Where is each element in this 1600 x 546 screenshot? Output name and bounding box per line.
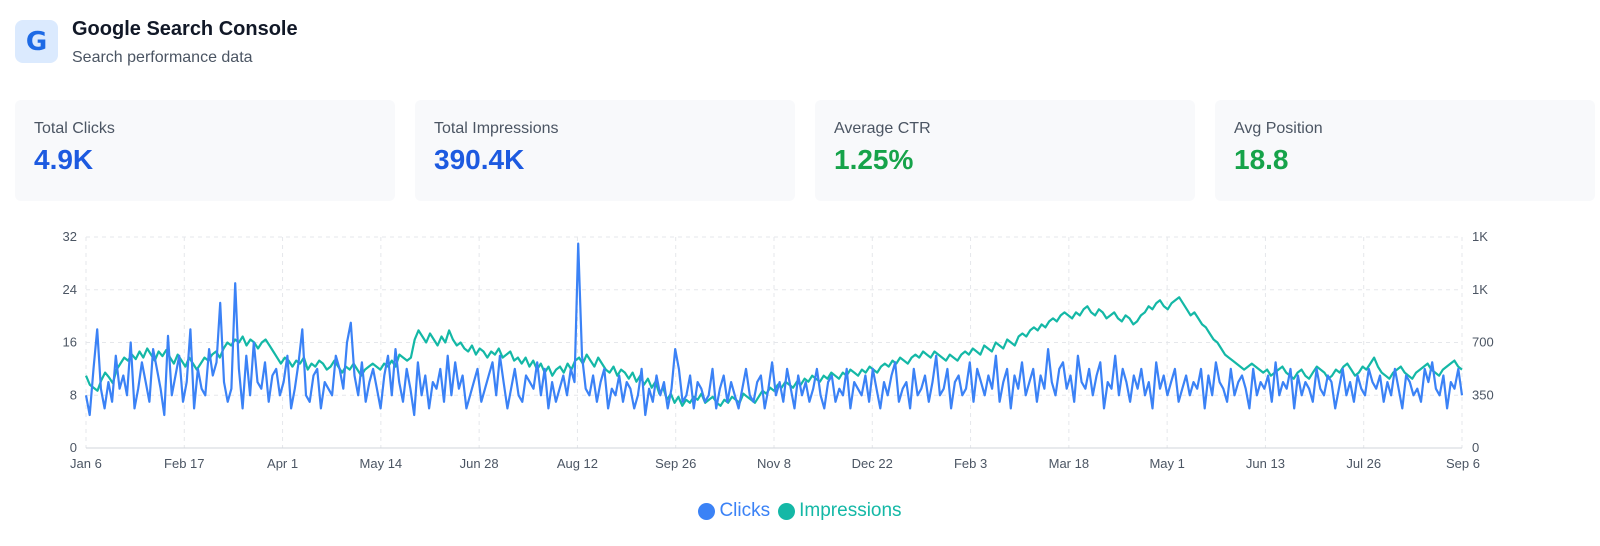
x-tick-label: Dec 22 [852,456,893,471]
y-right-tick-label: 700 [1472,335,1494,350]
y-right-tick-label: 350 [1472,387,1494,402]
card-label: Total Clicks [34,120,115,137]
impressions-legend-dot-icon [778,502,796,520]
legend-label-clicks: Clicks [719,500,771,521]
performance-chart[interactable]: 0 0 8 350 16 700 24 1K 32 1K Jan 6 Feb 17 Apr 1 May 1… [0,225,1600,485]
avg-position-card: Avg Position 18.8 [1215,100,1595,201]
x-tick-label: Sep 26 [655,456,696,471]
x-tick-label: May 14 [360,456,403,471]
x-tick-label: Feb 3 [954,456,987,471]
average-ctr-card: Average CTR 1.25% [815,100,1195,201]
google-logo-icon: G [15,20,58,63]
y-left-tick-label: 24 [63,282,77,297]
header: G Google Search Console Search performan… [15,16,298,67]
y-left-tick-label: 16 [63,335,77,350]
x-tick-label: Jan 6 [70,456,102,471]
total-impressions-card: Total Impressions 390.4K [415,100,795,201]
page-title: Google Search Console [72,18,298,40]
metric-cards: Total Clicks 4.9K Total Impressions 390.… [15,100,1595,201]
x-tick-label: Feb 17 [164,456,204,471]
card-label: Avg Position [1234,120,1323,137]
card-label: Total Impressions [434,120,559,137]
series-line-impressions [84,296,1463,407]
y-left-tick-label: 32 [63,229,77,244]
card-value: 4.9K [34,144,94,175]
legend-item-impressions[interactable]: Impressions [778,500,902,522]
x-tick-label: Jun 28 [460,456,499,471]
card-value: 1.25% [834,144,914,175]
clicks-legend-dot-icon [698,502,716,520]
y-left-tick-label: 0 [70,440,77,455]
y-right-tick-label: 1K [1472,229,1488,244]
card-label: Average CTR [834,120,931,137]
x-tick-label: Nov 8 [757,456,791,471]
x-tick-label: May 1 [1149,456,1184,471]
y-right-tick-label: 0 [1472,440,1479,455]
y-left-tick-label: 8 [70,387,77,402]
legend-item-clicks[interactable]: Clicks [698,500,770,522]
page-subtitle: Search performance data [72,49,253,66]
chart-legend: Clicks Impressions [0,500,1600,522]
card-value: 390.4K [434,144,525,175]
series-line-clicks [84,242,1464,417]
card-value: 18.8 [1234,144,1289,175]
x-tick-label: Jul 26 [1346,456,1381,471]
x-tick-label: Jun 13 [1246,456,1285,471]
x-tick-label: Apr 1 [267,456,298,471]
total-clicks-card: Total Clicks 4.9K [15,100,395,201]
x-tick-label: Aug 12 [557,456,598,471]
x-tick-label: Mar 18 [1049,456,1089,471]
legend-label-impressions: Impressions [799,500,902,521]
x-tick-label: Sep 6 [1446,456,1480,471]
y-right-tick-label: 1K [1472,282,1488,297]
